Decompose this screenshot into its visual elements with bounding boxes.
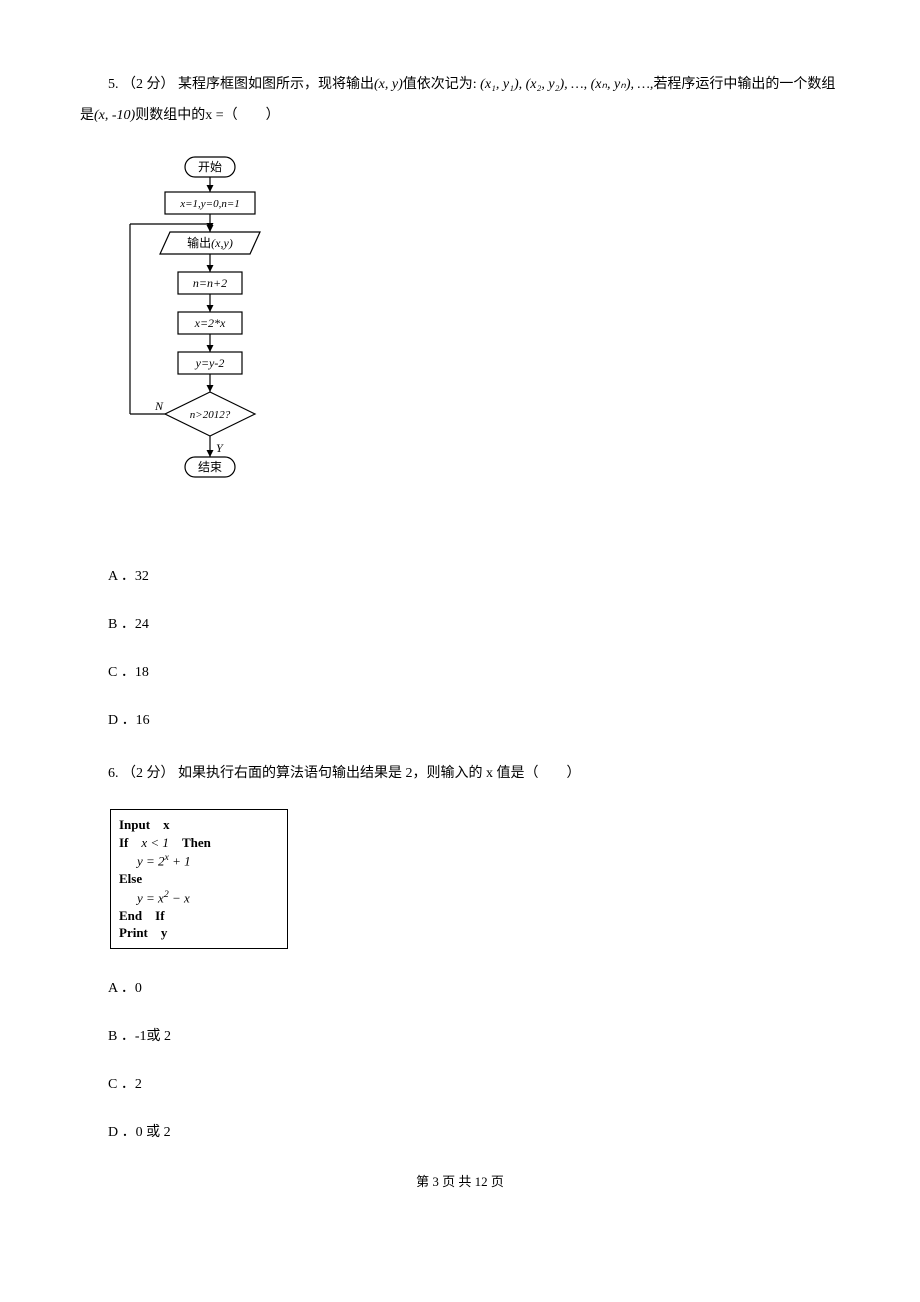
q6-codebox: Input x If x < 1 Then y = 2x + 1 Else y … xyxy=(110,809,840,948)
code-l5a: y = x xyxy=(137,890,164,905)
q6-stem: 6. （2 分） 如果执行右面的算法语句输出结果是 2，则输入的 x 值是（ ） xyxy=(80,759,840,790)
code-l3a: y = 2 xyxy=(137,854,165,869)
q6-options: A ．0 B ．-1或 2 C ．2 D ．0 或 2 xyxy=(80,977,840,1141)
flowchart-svg: 开始 x=1,y=0,n=1 输出(x,y) n=n+2 x=2*x xyxy=(110,152,310,532)
svg-text:输出(x,y): 输出(x,y) xyxy=(187,235,233,250)
q6-number: 6. xyxy=(108,766,119,781)
q5-option-d: D ．16 xyxy=(80,709,840,729)
fc-step3: y=y-2 xyxy=(195,356,225,370)
q5-seq: (x₁, y₁), (x₂, y₂), …, (xₙ, yₙ), …, xyxy=(480,77,653,92)
q6-option-a: A ．0 xyxy=(80,977,840,997)
q5-tuple: (x, -10) xyxy=(94,108,135,123)
q5-options: A ．32 B ．24 C ．18 D ．16 xyxy=(80,565,840,729)
code-l2c: Then xyxy=(169,835,211,850)
q5-text-1: 某程序框图如图所示，现将输出 xyxy=(178,77,374,92)
code-l7: Print y xyxy=(119,925,167,940)
fc-start: 开始 xyxy=(198,160,222,174)
q6-text: 如果执行右面的算法语句输出结果是 2，则输入的 x 值是（ ） xyxy=(178,766,581,781)
code-l1: Input x xyxy=(119,817,170,832)
question-6: 6. （2 分） 如果执行右面的算法语句输出结果是 2，则输入的 x 值是（ ）… xyxy=(80,759,840,1141)
q5-stem: 5. （2 分） 某程序框图如图所示，现将输出(x, y)值依次记为: (x₁,… xyxy=(80,70,840,132)
q5-points: （2 分） xyxy=(122,77,175,92)
fc-yes: Y xyxy=(216,441,224,455)
question-5: 5. （2 分） 某程序框图如图所示，现将输出(x, y)值依次记为: (x₁,… xyxy=(80,70,840,729)
q5-text-2: 值依次记为: xyxy=(403,77,477,92)
code-l4: Else xyxy=(119,871,142,886)
fc-cond: n>2012? xyxy=(190,409,231,421)
code-l6: End If xyxy=(119,908,165,923)
code-l5c: − x xyxy=(169,890,190,905)
fc-no: N xyxy=(154,399,164,413)
q5-option-a: A ．32 xyxy=(80,565,840,585)
fc-step2: x=2*x xyxy=(194,316,226,330)
code-l3c: + 1 xyxy=(169,854,191,869)
q5-number: 5. xyxy=(108,77,119,92)
page-footer: 第 3 页 共 12 页 xyxy=(80,1171,840,1190)
fc-out-label: 输出 xyxy=(187,235,211,250)
q6-option-b: B ．-1或 2 xyxy=(80,1025,840,1045)
fc-end: 结束 xyxy=(198,460,222,474)
q5-flowchart: 开始 x=1,y=0,n=1 输出(x,y) n=n+2 x=2*x xyxy=(110,152,840,537)
code-l2b: x < 1 xyxy=(141,835,169,850)
fc-step1: n=n+2 xyxy=(193,276,227,290)
q6-option-d: D ．0 或 2 xyxy=(80,1121,840,1141)
q6-option-c: C ．2 xyxy=(80,1073,840,1093)
q5-text-4: 则数组中的x =（ ） xyxy=(135,108,279,123)
fc-out-var: (x,y) xyxy=(211,236,233,250)
fc-init: x=1,y=0,n=1 xyxy=(179,198,240,210)
q5-pair-xy: (x, y) xyxy=(374,77,403,92)
code-l2a: If xyxy=(119,835,141,850)
q6-points: （2 分） xyxy=(122,766,175,781)
q5-option-b: B ．24 xyxy=(80,613,840,633)
q5-option-c: C ．18 xyxy=(80,661,840,681)
page-content: 5. （2 分） 某程序框图如图所示，现将输出(x, y)值依次记为: (x₁,… xyxy=(0,0,920,1210)
